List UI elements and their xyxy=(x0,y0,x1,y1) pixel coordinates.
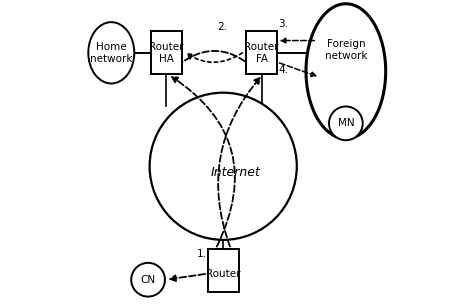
Circle shape xyxy=(329,107,363,140)
FancyBboxPatch shape xyxy=(151,31,182,74)
Ellipse shape xyxy=(88,22,134,83)
FancyBboxPatch shape xyxy=(208,249,238,292)
Text: 1.: 1. xyxy=(196,249,206,259)
Circle shape xyxy=(131,263,165,297)
Text: 2.: 2. xyxy=(217,22,227,32)
Text: Foreign
network: Foreign network xyxy=(325,39,367,61)
Text: MN: MN xyxy=(337,118,354,128)
Text: CN: CN xyxy=(140,275,155,285)
Ellipse shape xyxy=(150,93,297,240)
Text: Router: Router xyxy=(206,269,240,278)
Text: Home
network: Home network xyxy=(90,42,133,64)
Text: 3.: 3. xyxy=(278,19,288,29)
Text: Router
FA: Router FA xyxy=(244,42,279,64)
Text: 4.: 4. xyxy=(278,65,288,75)
FancyBboxPatch shape xyxy=(246,31,277,74)
Text: Router
HA: Router HA xyxy=(149,42,184,64)
Text: Internet: Internet xyxy=(210,166,260,179)
Ellipse shape xyxy=(306,4,386,139)
